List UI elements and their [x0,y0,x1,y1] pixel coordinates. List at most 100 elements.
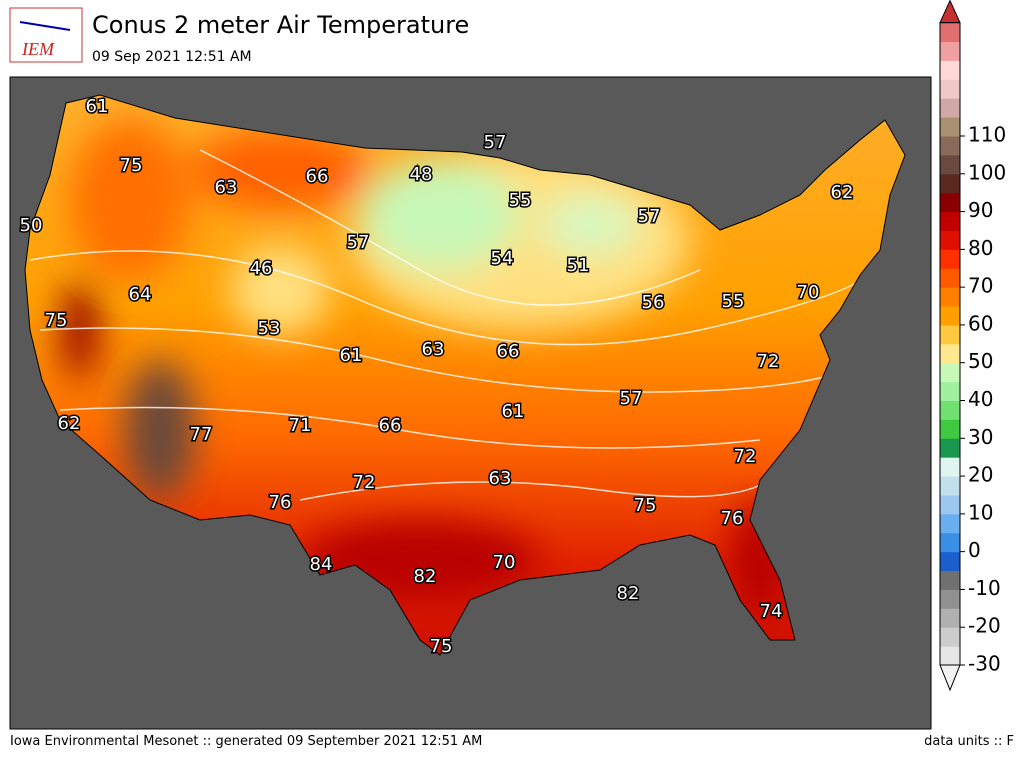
station-label: 62 [58,413,81,434]
station-label: 62 [831,182,854,203]
station-label: 55 [722,291,745,312]
colorbar-segment [940,41,960,61]
colorbar-tick-label: 40 [968,387,993,411]
colorbar-tick-label: 10 [968,500,993,524]
colorbar-tick-label: 0 [968,538,981,562]
station-label: 76 [721,508,744,529]
colorbar-tick-label: 20 [968,463,993,487]
station-label: 53 [258,318,281,339]
colorbar-segment [940,400,960,420]
station-label: 50 [20,215,43,236]
colorbar-segment [940,589,960,609]
colorbar-segment [940,268,960,288]
colorbar-tick-label: -30 [968,652,1001,676]
colorbar-segment [940,249,960,269]
colorbar-segment [940,438,960,458]
colorbar-segment [940,362,960,383]
colorbar-segment [940,117,960,137]
station-label: 72 [353,472,376,493]
station-label: 63 [489,468,512,489]
colorbar-segment [940,287,960,307]
colorbar-tick-label: 80 [968,236,993,260]
station-label: 48 [410,164,433,185]
colorbar-tick-label: 100 [968,160,1006,184]
colorbar-segment [940,381,960,401]
colorbar-under [939,664,961,692]
colorbar-segment [940,60,960,80]
logo: IEM [9,7,83,63]
colorbar-segment [940,192,960,213]
station-label: 56 [642,292,665,313]
colorbar-segment [940,173,960,194]
station-label: 51 [567,255,590,276]
station-label: 57 [638,206,661,227]
colorbar-tick-label: 110 [968,123,1006,147]
station-label: 64 [129,284,152,305]
colorbar-segment [940,457,960,477]
station-label: 66 [497,341,520,362]
station-label: 63 [215,177,238,198]
colorbar-over [939,0,961,24]
station-label: 75 [634,495,657,516]
colorbar-segment [940,608,960,628]
station-label: 63 [422,339,445,360]
station-label: 46 [250,258,273,279]
colorbar-frame [939,22,961,666]
colorbar-segment [940,476,960,496]
station-label: 55 [509,190,532,211]
colorbar-segment [940,646,960,666]
colorbar-tick-label: 70 [968,274,993,298]
station-label: 61 [502,401,525,422]
colorbar-segment [940,306,960,326]
colorbar-segment [940,22,960,43]
colorbar-segment [940,98,960,118]
colorbar-tick-label: 60 [968,311,993,335]
colorbar-segment [940,154,960,175]
colorbar-segment [940,230,960,250]
station-label: 76 [269,492,292,513]
station-label: 57 [620,388,643,409]
station-label: 57 [347,232,370,253]
footer-left: Iowa Environmental Mesonet :: generated … [10,734,482,749]
station-label: 75 [120,155,143,176]
colorbar-segment [940,343,960,364]
station-label: 82 [414,566,437,587]
station-label: 74 [760,601,783,622]
colorbar-tick-label: 50 [968,349,993,373]
logo-text: IEM [21,39,55,59]
station-label: 70 [493,552,516,573]
colorbar-segment [940,136,960,156]
station-label: 61 [86,96,109,117]
colorbar-segment [940,551,960,572]
colorbar-segment [940,494,960,515]
station-label: 61 [340,345,363,366]
station-label: 72 [757,351,780,372]
footer-right: data units :: F [924,734,1014,749]
colorbar: -30 -20 -10 0 10 20 30 40 50 60 70 80 90 100 110 [939,0,1006,692]
station-label: 54 [491,248,514,269]
station-label: 75 [430,636,453,657]
station-label: 71 [289,415,312,436]
station-label: 70 [797,282,820,303]
colorbar-tick-label: 90 [968,198,993,222]
station-labels: 61 75 63 66 57 48 55 57 62 50 57 46 54 51 64 75 53 56 55 70… [18,95,855,659]
colorbar-segment [940,532,960,553]
colorbar-segment [940,79,960,99]
colorbar-tick-label: 30 [968,425,993,449]
station-label: 82 [617,583,640,604]
colorbar-tick-label: -10 [968,576,1001,600]
colorbar-segment [940,513,960,534]
title: Conus 2 meter Air Temperature [92,11,469,39]
station-label: 66 [306,166,329,187]
station-label: 57 [484,132,507,153]
station-label: 66 [379,415,402,436]
colorbar-segment [940,324,960,345]
colorbar-tick-label: -20 [968,614,1001,638]
station-label: 72 [734,446,757,467]
colorbar-segment [940,211,960,231]
colorbar-segment [940,419,960,439]
station-label: 75 [45,310,68,331]
station-label: 77 [190,424,213,445]
colorbar-segment [940,570,960,590]
station-label: 84 [310,554,333,575]
